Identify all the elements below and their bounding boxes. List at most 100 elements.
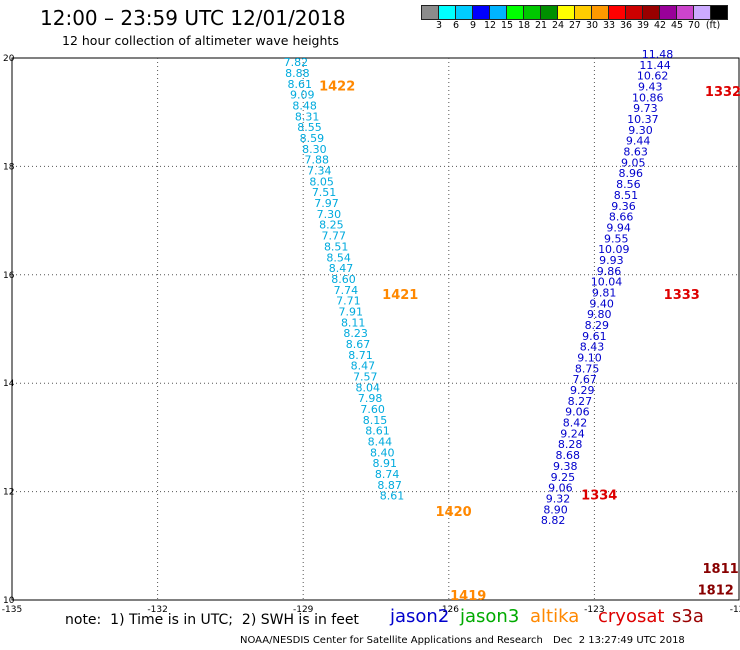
satellite-legend-item: jason2 — [390, 606, 450, 627]
wave-height-value: 9.36 — [611, 200, 636, 213]
wave-height-value: 8.28 — [558, 438, 583, 451]
color-scale-label: 21 — [534, 20, 548, 31]
color-scale-label: 30 — [585, 20, 599, 31]
color-scale-label: 9 — [469, 20, 477, 31]
wave-height-value: 10.37 — [627, 113, 659, 126]
wave-height-value: 8.61 — [365, 425, 390, 438]
wave-height-value: 9.86 — [597, 265, 622, 278]
wave-height-value: 9.44 — [626, 135, 651, 148]
color-scale-label: 6 — [452, 20, 460, 31]
color-scale-label: 42 — [653, 20, 667, 31]
wave-height-value: 9.29 — [570, 384, 595, 397]
chart-title: 12:00 – 23:59 UTC 12/01/2018 — [40, 6, 346, 30]
x-tick-label: -129 — [293, 605, 314, 615]
wave-height-value: 7.30 — [317, 208, 342, 221]
satellite-legend-item: altika — [530, 606, 580, 627]
footer-credit: NOAA/NESDIS Center for Satellite Applica… — [240, 635, 543, 646]
footer-timestamp: Dec 2 13:27:49 UTC 2018 — [553, 635, 685, 646]
wave-height-value: 8.96 — [619, 167, 644, 180]
color-scale-label: 39 — [636, 20, 650, 31]
track-number-label: 1419 — [450, 589, 486, 604]
wave-height-value: 8.61 — [288, 78, 313, 91]
x-tick-label: -135 — [2, 605, 22, 615]
wave-height-value: 9.80 — [587, 308, 612, 321]
wave-height-value: 8.29 — [585, 319, 610, 332]
wave-height-value: 8.15 — [363, 414, 388, 427]
wave-height-value: 11.44 — [639, 59, 671, 72]
track-number-label: 1812 — [698, 584, 734, 599]
wave-height-value: 9.40 — [589, 297, 614, 310]
wave-height-value: 8.56 — [616, 178, 641, 191]
wave-height-value: 9.93 — [599, 254, 624, 267]
wave-height-value: 7.71 — [336, 295, 361, 308]
wave-height-value: 8.30 — [302, 143, 327, 156]
wave-height-value: 9.73 — [633, 102, 658, 115]
wave-height-value: 9.10 — [577, 352, 602, 365]
wave-height-value: 8.48 — [292, 99, 317, 112]
x-tick-label: -123 — [584, 605, 604, 615]
wave-height-value: 7.74 — [334, 284, 359, 297]
wave-height-value: 8.43 — [580, 341, 605, 354]
wave-height-value: 8.67 — [346, 338, 371, 351]
wave-height-value: 9.09 — [290, 89, 315, 102]
wave-height-value: 10.62 — [637, 70, 669, 83]
wave-height-value: 10.04 — [591, 276, 623, 289]
y-tick-label: 16 — [3, 271, 15, 281]
wave-height-value: 8.59 — [300, 132, 325, 145]
wave-height-value: 8.87 — [377, 479, 402, 492]
wave-height-value: 8.68 — [555, 449, 580, 462]
wave-height-value: 8.74 — [375, 468, 400, 481]
wave-height-value: 8.91 — [372, 457, 397, 470]
wave-height-value: 8.44 — [368, 436, 393, 449]
wave-height-value: 9.24 — [560, 427, 585, 440]
color-scale-label: 12 — [483, 20, 497, 31]
wave-height-value: 8.75 — [575, 362, 600, 375]
wave-height-value: 7.97 — [314, 197, 339, 210]
wave-height-value: 8.61 — [380, 490, 405, 503]
x-tick-label: -120 — [730, 605, 740, 615]
wave-height-value: 9.81 — [592, 286, 617, 299]
wave-height-value: 8.47 — [351, 360, 376, 373]
wave-height-value: 10.86 — [632, 91, 664, 104]
y-tick-label: 14 — [3, 379, 15, 389]
wave-height-value: 8.47 — [329, 262, 354, 275]
y-tick-label: 18 — [3, 162, 15, 172]
wave-height-value: 7.91 — [339, 305, 364, 318]
color-scale-label: 24 — [551, 20, 565, 31]
wave-height-value: 8.05 — [309, 175, 334, 188]
wave-height-value: 8.23 — [343, 327, 368, 340]
wave-height-value: 8.40 — [370, 446, 395, 459]
color-scale-label: 70 — [687, 20, 701, 31]
wave-height-value: 7.82 — [284, 56, 309, 69]
wave-height-value: 9.55 — [604, 232, 629, 245]
wave-height-value: 7.88 — [305, 154, 330, 167]
y-tick-label: 10 — [3, 596, 15, 606]
wave-height-value: 9.38 — [553, 460, 578, 473]
color-scale-label: 27 — [568, 20, 582, 31]
wave-height-value: 8.71 — [348, 349, 373, 362]
wave-height-value: 10.09 — [598, 243, 630, 256]
wave-height-value: 7.34 — [307, 165, 332, 178]
note-text: note: 1) Time is in UTC; 2) SWH is in fe… — [65, 612, 359, 628]
color-scale-labels: 3 6 9 12 15 18 21 24 27 30 33 36 39 42 45 70 (ft) — [421, 20, 740, 34]
track-number-label: 1421 — [382, 288, 418, 303]
track-number-label: 1332 — [705, 85, 740, 100]
wave-height-value: 9.06 — [548, 482, 573, 495]
color-scale-label: 15 — [500, 20, 514, 31]
chart-subtitle: 12 hour collection of altimeter wave hei… — [62, 33, 339, 48]
wave-height-value: 8.54 — [326, 251, 351, 264]
color-scale-label: 45 — [670, 20, 684, 31]
wave-height-value: 8.11 — [341, 316, 366, 329]
color-scale-label: 33 — [602, 20, 616, 31]
x-tick-label: -132 — [147, 605, 167, 615]
color-scale-label: 36 — [619, 20, 633, 31]
track-number-label: 1420 — [436, 505, 472, 520]
wave-height-value: 8.55 — [297, 121, 322, 134]
track-number-label: 1334 — [581, 489, 617, 504]
satellite-legend-item: cryosat — [598, 606, 665, 627]
wave-height-value: 9.61 — [582, 330, 607, 343]
wave-height-value: 7.51 — [312, 186, 337, 199]
track-number-label: 1333 — [664, 288, 700, 303]
satellite-legend-item: jason3 — [460, 606, 520, 627]
